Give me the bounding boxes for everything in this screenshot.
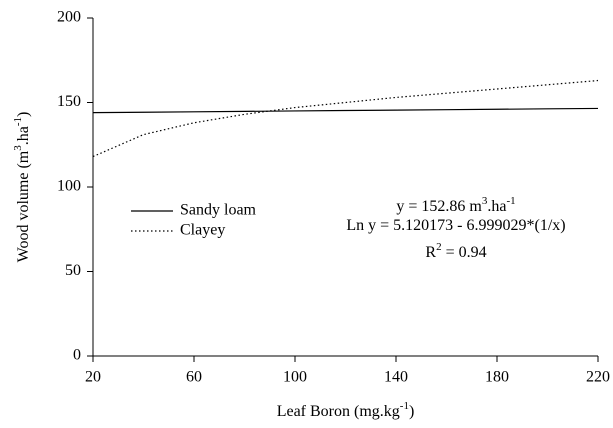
annotation-part: = 0.94	[442, 244, 487, 261]
y-tick-label: 150	[57, 93, 81, 110]
y-axis-label-part: Wood volume (m	[15, 150, 32, 262]
x-axis-label-part: Leaf Boron (mg.kg	[277, 403, 400, 420]
legend-label: Sandy loam	[180, 202, 257, 219]
legend-label: Clayey	[180, 222, 225, 239]
data-line	[92, 107, 599, 114]
y-axis-label-part: .ha	[15, 126, 32, 145]
x-axis-label-part: )	[409, 403, 414, 420]
annotation: R2 = 0.94	[425, 241, 486, 261]
y-tick-label: 100	[57, 178, 81, 195]
x-tick-label: 20	[85, 369, 101, 386]
y-tick-label: 0	[73, 347, 81, 364]
y-tick-label: 50	[65, 262, 81, 279]
x-axis-label-part: -1	[400, 400, 409, 412]
x-tick-label: 180	[485, 369, 509, 386]
x-tick-label: 140	[384, 369, 408, 386]
annotation-part: -1	[506, 195, 515, 207]
data-line	[92, 79, 599, 158]
annotation: Ln y = 5.120173 - 6.999029*(1/x)	[346, 217, 565, 234]
annotation-part: .ha	[487, 198, 506, 215]
y-tick-label: 200	[57, 9, 81, 26]
annotation-part: 2	[436, 241, 442, 253]
x-tick-label: 60	[186, 369, 202, 386]
x-tick-label: 220	[586, 369, 610, 386]
y-axis-label-part: )	[15, 112, 32, 117]
annotation-part: 3	[482, 195, 488, 207]
y-axis-label: Wood volume (m3.ha-1)	[12, 112, 32, 263]
annotation-part: Ln y = 5.120173 - 6.999029*(1/x)	[346, 217, 565, 234]
y-axis-label-part: -1	[12, 117, 24, 126]
y-axis-label-part: 3	[12, 145, 24, 151]
annotation: y = 152.86 m3.ha-1	[396, 195, 515, 215]
x-tick-label: 100	[283, 369, 307, 386]
annotation-part: R	[425, 244, 436, 261]
annotation-part: y = 152.86 m	[396, 198, 482, 215]
x-axis-label: Leaf Boron (mg.kg-1)	[277, 400, 415, 420]
